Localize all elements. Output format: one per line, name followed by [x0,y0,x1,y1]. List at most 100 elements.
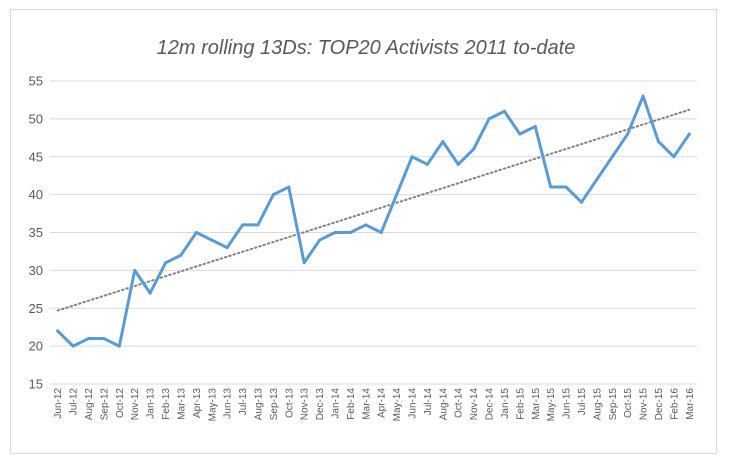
chart-title: 12m rolling 13Ds: TOP20 Activists 2011 t… [157,37,576,59]
data-point [364,223,368,227]
x-tick-label: May-15 [546,388,557,422]
x-tick-label: Apr-13 [192,388,203,418]
data-point [102,337,106,341]
data-point [179,253,183,257]
data-point [518,132,522,136]
y-tick-label: 45 [29,149,43,164]
data-point [533,124,537,128]
data-point [502,109,506,113]
series-line [56,94,691,348]
chart-frame [10,9,717,454]
data-point [395,193,399,197]
x-tick-label: Nov-14 [469,388,480,421]
data-point [71,344,75,348]
x-tick-label: Mar-16 [685,388,696,420]
data-point [379,231,383,234]
x-tick-label: Oct-13 [284,388,295,418]
x-tick-label: Aug-13 [253,388,264,421]
y-tick-label: 30 [29,263,43,278]
x-tick-label: Feb-14 [346,388,357,420]
data-point [425,162,429,166]
data-point [271,193,275,197]
x-axis-ticks: Jun-12 Jul-12 Aug-12 Sep-12 Oct-12 Nov-12 Jan-… [53,388,696,422]
data-point [210,238,214,242]
data-point [164,261,168,265]
data-point [56,329,60,333]
x-tick-label: Jul-15 [577,388,588,416]
x-tick-label: Jul-12 [69,388,80,416]
gridlines [50,80,697,385]
x-tick-label: Jan-13 [146,388,157,419]
y-tick-label: 40 [29,187,43,202]
x-tick-label: Sep-13 [269,388,280,421]
x-tick-label: Aug-14 [438,388,449,421]
x-tick-label: Jun-14 [408,388,419,419]
x-tick-label: Dec-14 [485,388,496,421]
x-tick-label: Oct-14 [454,388,465,418]
data-point [487,117,491,121]
x-tick-label: Sep-12 [99,388,110,421]
x-tick-label: Aug-12 [84,388,95,421]
x-tick-label: Jul-14 [423,388,434,416]
x-tick-label: Feb-15 [515,388,526,420]
x-tick-label: Apr-14 [377,388,388,418]
data-point [194,231,198,234]
data-point [626,132,630,136]
y-tick-label: 15 [29,377,43,392]
x-tick-label: Jun-15 [562,388,573,419]
data-point [225,246,229,250]
x-tick-label: Oct-15 [623,388,634,418]
x-tick-label: Mar-15 [531,388,542,420]
y-axis-ticks: 15 20 25 30 35 40 45 50 55 [29,74,43,392]
x-tick-label: Sep-15 [608,388,619,421]
x-tick-label: Nov-13 [300,388,311,421]
data-point [241,223,245,227]
data-point [456,162,460,166]
data-point [687,132,691,136]
x-tick-label: Mar-14 [361,388,372,420]
data-point [287,185,291,189]
x-tick-label: May-14 [392,388,403,422]
x-tick-label: Dec-13 [315,388,326,421]
x-tick-label: Feb-16 [669,388,680,420]
x-tick-label: Aug-15 [592,388,603,421]
data-point [472,147,476,151]
x-tick-label: Nov-15 [639,388,650,421]
data-point [579,200,583,204]
data-point [87,337,91,341]
trendline [56,108,691,312]
data-point [133,268,137,272]
y-tick-label: 55 [29,74,43,89]
y-tick-label: 20 [29,339,43,354]
x-tick-label: Jun-13 [223,388,234,419]
x-tick-label: Jan-15 [500,388,511,419]
data-point [641,94,645,98]
data-point [410,155,414,159]
x-tick-label: Oct-12 [115,388,126,418]
data-point [441,140,445,144]
x-tick-label: Feb-13 [161,388,172,420]
x-tick-label: Mar-13 [176,388,187,420]
data-point [595,177,599,181]
y-tick-label: 35 [29,225,43,240]
data-point [302,261,306,265]
data-point [672,155,676,159]
data-point [564,185,568,189]
data-point [348,231,352,234]
data-point [333,231,337,234]
x-tick-label: Jan-14 [330,388,341,419]
data-point [117,344,121,348]
x-tick-label: Jul-13 [238,388,249,416]
x-tick-label: Nov-12 [130,388,141,421]
y-tick-label: 50 [29,111,43,126]
data-point [610,155,614,159]
x-tick-label: Jun-12 [53,388,64,419]
x-tick-label: May-13 [207,388,218,422]
x-tick-label: Dec-15 [654,388,665,421]
data-point [656,140,660,144]
data-point [549,185,553,189]
data-point [256,223,260,227]
data-point [318,238,322,242]
data-point [148,291,152,295]
